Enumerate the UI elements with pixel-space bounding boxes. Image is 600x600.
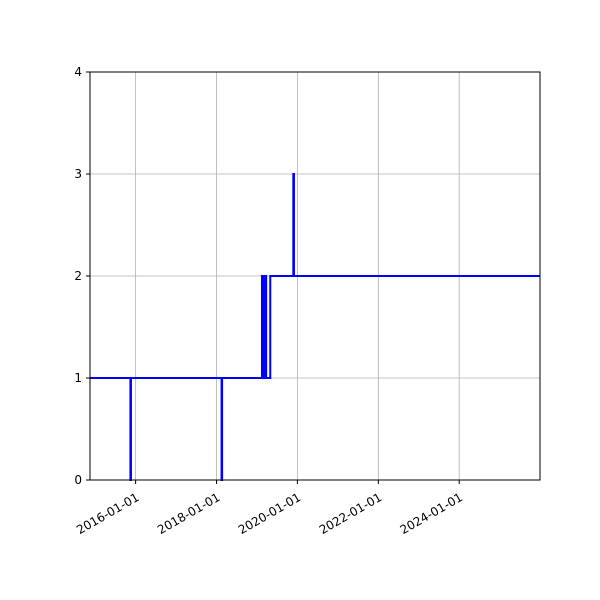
x-tick-label: 2018-01-01 [155,490,222,537]
series-layer [90,173,540,481]
y-tick-label: 1 [74,371,82,385]
y-tick-label: 3 [74,167,82,181]
y-tick-label: 2 [74,269,82,283]
y-tick-label: 0 [74,473,82,487]
x-tick-label: 2016-01-01 [74,490,141,537]
x-tick-label: 2020-01-01 [236,490,303,537]
y-axis: 0 1 2 3 4 [74,65,90,487]
x-axis: 2016-01-01 2018-01-01 2020-01-01 2022-01-01… [74,480,465,537]
x-tick-label: 2024-01-01 [398,490,465,537]
x-tick-label: 2022-01-01 [317,490,384,537]
series-line [90,173,540,481]
y-tick-label: 4 [74,65,82,79]
